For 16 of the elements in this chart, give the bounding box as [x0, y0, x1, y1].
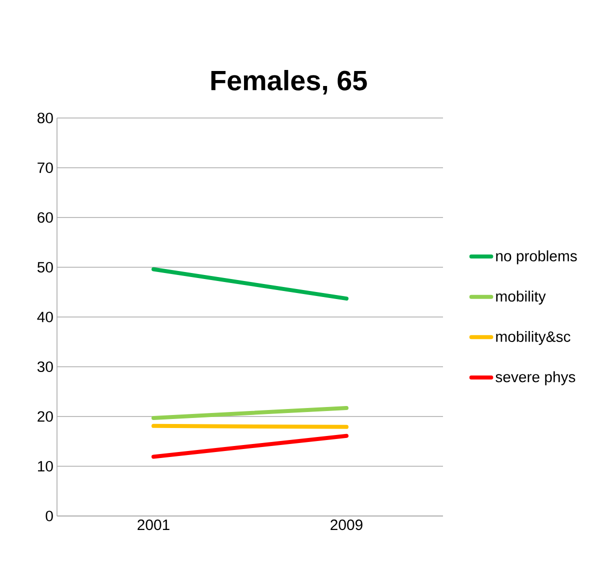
- y-tick-label: 50: [37, 262, 53, 273]
- legend-label: no problems: [496, 250, 577, 264]
- chart-title: Females, 65: [211, 70, 367, 94]
- y-tick-label: 20: [38, 411, 53, 422]
- legend-label: severe phys: [496, 371, 576, 386]
- x-tick-label: 2001: [138, 520, 170, 530]
- y-tick-label: 0: [46, 510, 53, 522]
- y-tick-label: 80: [38, 112, 53, 124]
- y-tick-label: 40: [37, 312, 53, 322]
- y-tick-label: 60: [38, 212, 53, 223]
- legend-label: mobility&sc: [496, 330, 570, 345]
- y-tick-label: 30: [37, 361, 53, 372]
- x-tick-label: 2009: [330, 520, 362, 530]
- y-tick-label: 70: [38, 162, 53, 174]
- y-tick-label: 10: [38, 460, 53, 472]
- legend-label: mobility: [496, 290, 546, 305]
